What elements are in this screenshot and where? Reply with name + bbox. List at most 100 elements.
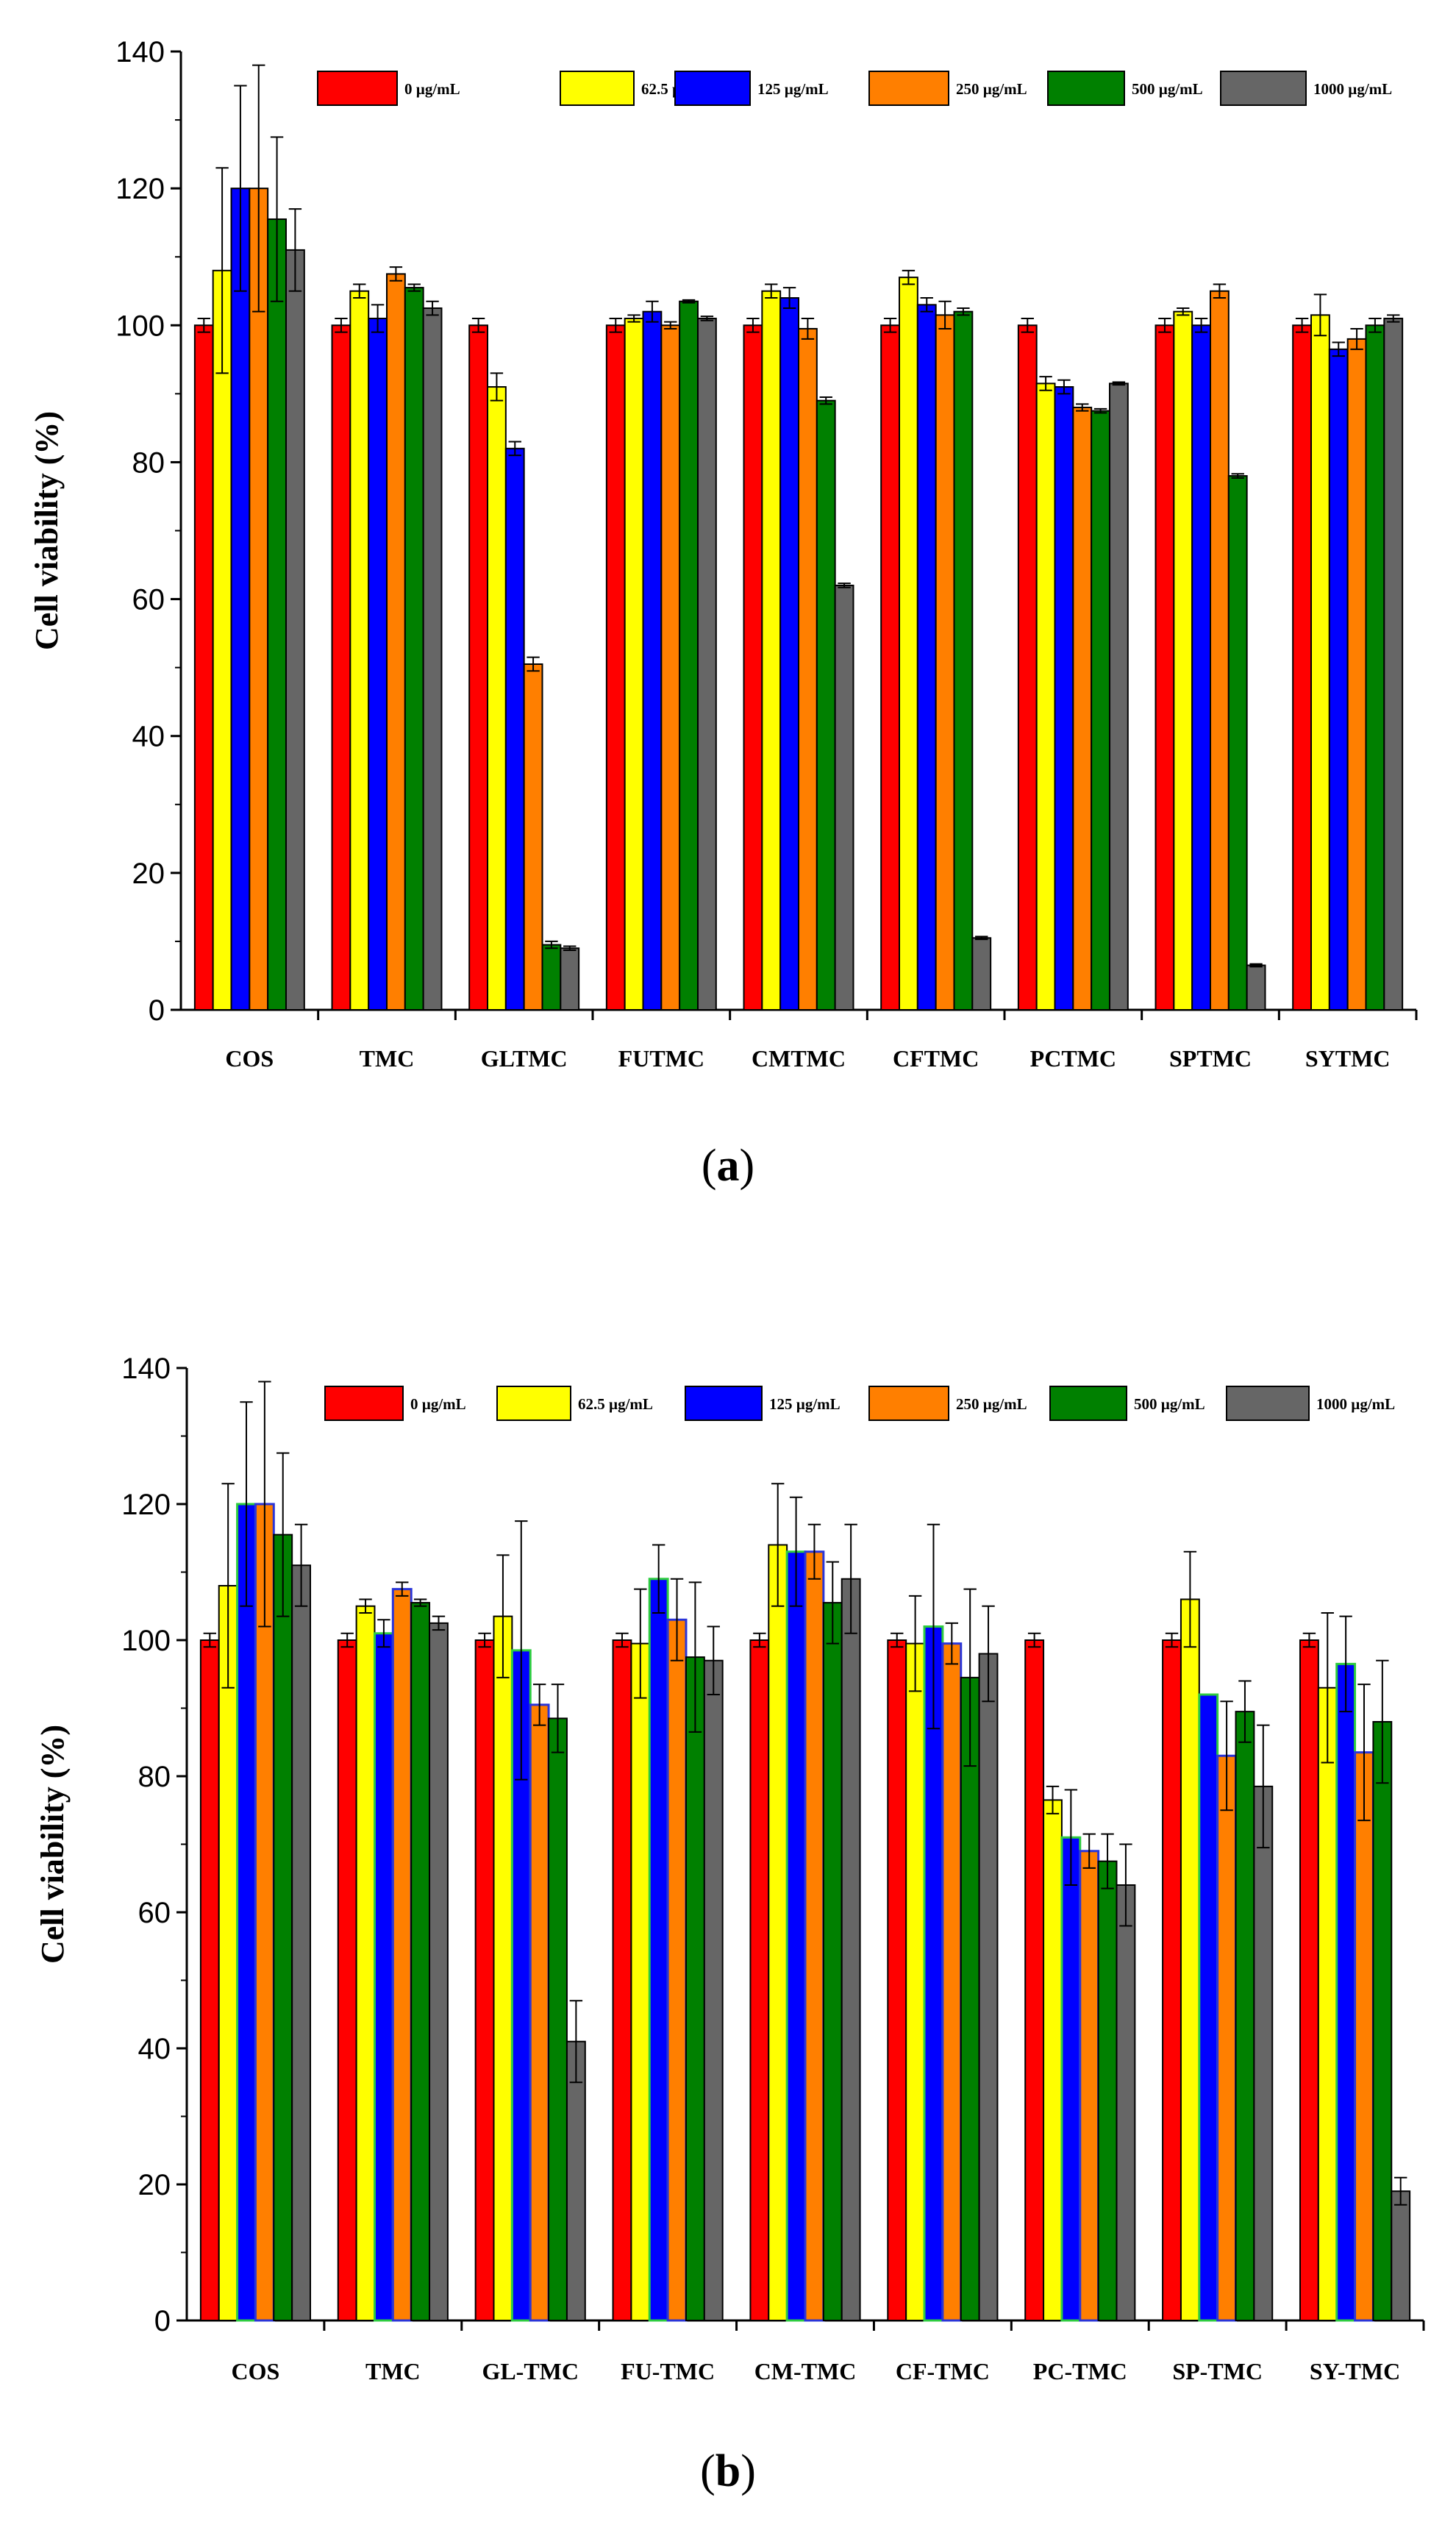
bar [660,324,681,1011]
bar [822,1602,843,2321]
bar [785,1550,807,2322]
bar [1162,1639,1182,2321]
bar [685,1656,705,2321]
bar [548,1717,568,2321]
legend-swatch-icon [685,1386,763,1421]
legend-label: 0 µg/mL [410,1395,466,1413]
bar [1354,1751,1374,2322]
legend-label: 125 µg/mL [769,1395,841,1413]
y-tick-label: 40 [138,2033,171,2065]
bar [291,1564,312,2321]
bar [841,1578,861,2321]
legend-label: 125 µg/mL [757,80,829,98]
y-tick-label: 140 [121,1353,171,1385]
legend-label: 250 µg/mL [956,1395,1027,1413]
x-tick-label: GL-TMC [482,2358,579,2384]
bar [1060,1836,1082,2322]
bar [1346,338,1367,1011]
y-tick-label: 20 [132,858,165,890]
legend-swatch-icon [317,71,398,106]
y-tick-label: 0 [149,994,165,1027]
bar [1372,1721,1393,2321]
bar [905,1642,926,2321]
x-tick-label: CFTMC [893,1045,979,1072]
bar [887,1639,907,2321]
bar [386,273,406,1011]
bar [1383,317,1404,1011]
x-tick-label: SPTMC [1169,1045,1252,1072]
y-tick-label: 20 [138,2169,171,2201]
bar [273,1533,293,2321]
bar [960,1676,980,2321]
bar [1292,324,1313,1011]
bar [218,1585,238,2321]
x-tick-label: TMC [360,1045,415,1072]
bar [355,1605,376,2321]
x-tick-label: FU-TMC [621,2358,715,2384]
y-tick-label: 100 [115,310,165,342]
bar [971,937,992,1011]
bar [923,1625,944,2322]
bar [798,327,818,1011]
bar [1024,1639,1045,2321]
bar [1246,964,1266,1011]
bar [487,386,507,1011]
y-tick-label: 140 [115,36,165,68]
bar [1391,2190,1411,2321]
bar [935,314,955,1011]
bar [212,269,232,1011]
legend-swatch-icon [560,71,635,106]
legend-label: 250 µg/mL [956,80,1027,98]
bar [565,2040,586,2321]
x-tick-label: TMC [365,2358,421,2384]
legend-swatch-icon [1047,71,1125,106]
bar [349,290,370,1011]
bar [941,1642,963,2322]
y-tick-label: 80 [132,446,165,479]
bar [953,310,974,1011]
bar [1328,348,1349,1011]
bar [1310,314,1330,1011]
bar [429,1622,449,2321]
legend-swatch-icon [674,71,751,106]
bar [1253,1785,1274,2321]
x-tick-label: COS [225,1045,274,1072]
bar [804,1550,825,2322]
x-tick-label: PCTMC [1030,1045,1116,1072]
bar [703,1659,724,2321]
bar [743,324,763,1011]
bar [666,1618,688,2322]
y-axis-title: Cell viability (%) [29,411,65,650]
bar [630,1642,651,2321]
bar [1155,324,1175,1011]
bar [1116,1884,1136,2321]
bar [1317,1686,1338,2321]
bar [642,310,663,1011]
bar [1017,324,1038,1011]
bar [749,1639,770,2321]
bar [1299,1639,1319,2321]
x-tick-label: SY-TMC [1310,2358,1400,2384]
bar [1198,1693,1219,2322]
bar [1216,1754,1238,2322]
y-axis-title: Cell viability (%) [35,1725,71,1964]
bar [267,218,287,1011]
bar [236,1503,257,2322]
bar [199,1639,220,2321]
y-tick-label: 120 [121,1489,171,1521]
bar [1335,1662,1357,2322]
bar [474,1639,495,2321]
x-tick-label: CM-TMC [754,2358,857,2384]
x-tick-label: GLTMC [481,1045,568,1072]
bar [230,188,251,1011]
bar [1079,1850,1100,2322]
legend-label: 1000 µg/mL [1316,1395,1395,1413]
bar [899,277,918,1011]
y-tick-label: 0 [154,2305,171,2337]
panel-label: (b) [700,2446,756,2496]
bar [1210,290,1230,1011]
bar [696,317,717,1011]
bar [468,324,489,1011]
bar [391,1588,413,2322]
